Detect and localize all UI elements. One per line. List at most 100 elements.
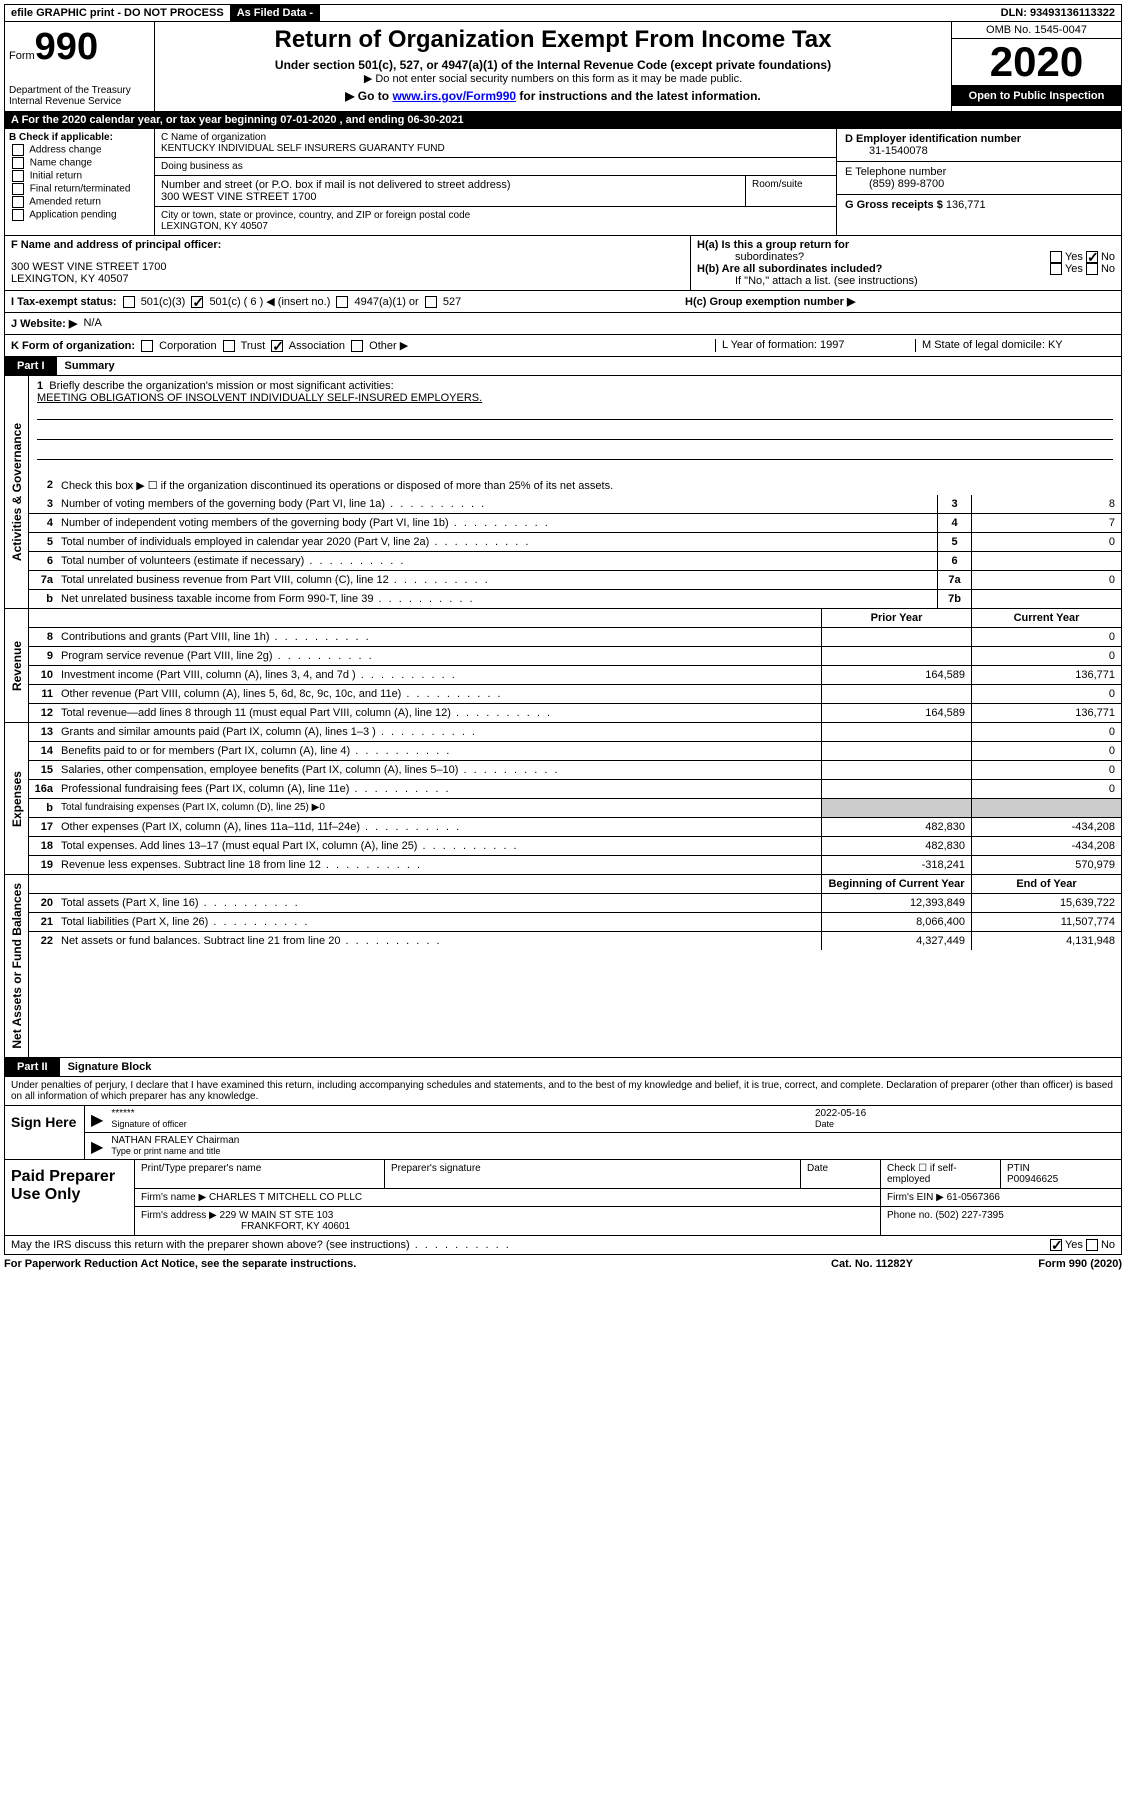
state-domicile: M State of legal domicile: KY <box>915 339 1115 352</box>
prep-date-label: Date <box>801 1160 881 1188</box>
check-initial-return[interactable]: Initial return <box>9 170 150 182</box>
room-suite-label: Room/suite <box>746 176 836 206</box>
principal-addr2: LEXINGTON, KY 40507 <box>11 273 684 285</box>
current-year-hdr: Current Year <box>971 609 1121 627</box>
city-label: City or town, state or province, country… <box>161 210 830 221</box>
summary-row: 20Total assets (Part X, line 16)12,393,8… <box>29 894 1121 913</box>
irs-link[interactable]: www.irs.gov/Form990 <box>392 89 516 103</box>
preparer-label: Paid Preparer Use Only <box>5 1160 135 1235</box>
website-label: J Website: ▶ <box>11 317 77 330</box>
efile-notice: efile GRAPHIC print - DO NOT PROCESS <box>5 5 231 21</box>
discuss-no[interactable] <box>1086 1239 1098 1251</box>
check-501c3[interactable] <box>123 296 135 308</box>
section-a-taxyear: A For the 2020 calendar year, or tax yea… <box>4 112 1122 129</box>
summary-row: 14Benefits paid to or for members (Part … <box>29 742 1121 761</box>
instructions-link-row: ▶ Go to www.irs.gov/Form990 for instruct… <box>163 89 943 103</box>
sign-here-label: Sign Here <box>5 1106 85 1159</box>
ha-label: H(a) Is this a group return for <box>697 239 849 251</box>
check-4947[interactable] <box>336 296 348 308</box>
sig-date: 2022-05-16 <box>815 1108 866 1119</box>
gross-receipts-value: 136,771 <box>946 199 986 211</box>
end-year-hdr: End of Year <box>971 875 1121 893</box>
revenue-section: Revenue Prior YearCurrent Year 8Contribu… <box>4 609 1122 723</box>
summary-row: 15Salaries, other compensation, employee… <box>29 761 1121 780</box>
summary-row: bNet unrelated business taxable income f… <box>29 590 1121 608</box>
summary-row: 5Total number of individuals employed in… <box>29 533 1121 552</box>
prep-selfemp: Check ☐ if self-employed <box>881 1160 1001 1188</box>
form-number: 990 <box>35 26 98 68</box>
hb-note: If "No," attach a list. (see instruction… <box>697 275 1115 287</box>
ha-no[interactable] <box>1086 251 1098 263</box>
hc-label: H(c) Group exemption number ▶ <box>685 296 855 308</box>
part2-header: Part II Signature Block <box>4 1058 1122 1077</box>
summary-row: 12Total revenue—add lines 8 through 11 (… <box>29 704 1121 722</box>
year-formation: L Year of formation: 1997 <box>715 339 915 352</box>
footer-notice: For Paperwork Reduction Act Notice, see … <box>4 1255 1122 1273</box>
check-trust[interactable] <box>223 340 235 352</box>
principal-addr1: 300 WEST VINE STREET 1700 <box>11 261 684 273</box>
gov-tab: Activities & Governance <box>10 415 24 569</box>
firm-addr2: FRANKFORT, KY 40601 <box>141 1221 350 1232</box>
ein-label: D Employer identification number <box>845 133 1113 145</box>
gross-receipts-label: G Gross receipts $ <box>845 199 943 211</box>
omb-number: OMB No. 1545-0047 <box>952 22 1121 39</box>
check-name-change[interactable]: Name change <box>9 157 150 169</box>
row-j: J Website: ▶ N/A <box>4 313 1122 335</box>
hb-yes[interactable] <box>1050 263 1062 275</box>
line2-desc: Check this box ▶ ☐ if the organization d… <box>57 476 1121 495</box>
perjury-statement: Under penalties of perjury, I declare th… <box>4 1077 1122 1106</box>
paperwork-notice: For Paperwork Reduction Act Notice, see … <box>4 1258 772 1270</box>
summary-row: 8Contributions and grants (Part VIII, li… <box>29 628 1121 647</box>
dln: DLN: 93493136113322 <box>320 5 1121 21</box>
row-i: I Tax-exempt status: 501(c)(3) 501(c) ( … <box>4 291 1122 313</box>
summary-row: bTotal fundraising expenses (Part IX, co… <box>29 799 1121 818</box>
form-header: Form990 Department of the Treasury Inter… <box>4 22 1122 112</box>
org-name: KENTUCKY INDIVIDUAL SELF INSURERS GUARAN… <box>161 143 830 154</box>
part1-title: Summary <box>57 357 123 375</box>
check-amended[interactable]: Amended return <box>9 196 150 208</box>
check-assoc[interactable] <box>271 340 283 352</box>
prep-name-label: Print/Type preparer's name <box>135 1160 385 1188</box>
website-value: N/A <box>83 317 101 330</box>
row-k: K Form of organization: Corporation Trus… <box>4 335 1122 357</box>
firm-ein: 61-0567366 <box>947 1192 1000 1203</box>
check-final-return[interactable]: Final return/terminated <box>9 183 150 195</box>
phone-value: (859) 899-8700 <box>845 178 1113 190</box>
section-d-e-g: D Employer identification number 31-1540… <box>836 129 1121 235</box>
firm-phone: (502) 227-7395 <box>935 1210 1003 1221</box>
addr-label: Number and street (or P.O. box if mail i… <box>161 179 739 191</box>
principal-officer-label: F Name and address of principal officer: <box>11 239 684 251</box>
prior-year-hdr: Prior Year <box>821 609 971 627</box>
check-app-pending[interactable]: Application pending <box>9 209 150 221</box>
check-address-change[interactable]: Address change <box>9 144 150 156</box>
hb-no[interactable] <box>1086 263 1098 275</box>
activities-governance-section: Activities & Governance 1 Briefly descri… <box>4 376 1122 609</box>
tax-status-label: I Tax-exempt status: <box>11 296 117 308</box>
summary-row: 21Total liabilities (Part X, line 26)8,0… <box>29 913 1121 932</box>
summary-row: 19Revenue less expenses. Subtract line 1… <box>29 856 1121 874</box>
dept-treasury: Department of the Treasury Internal Reve… <box>9 85 150 107</box>
form-title: Return of Organization Exempt From Incom… <box>163 26 943 54</box>
section-h: H(a) Is this a group return for subordin… <box>691 236 1121 290</box>
mission-text: MEETING OBLIGATIONS OF INSOLVENT INDIVID… <box>37 392 1113 404</box>
summary-row: 13Grants and similar amounts paid (Part … <box>29 723 1121 742</box>
check-other[interactable] <box>351 340 363 352</box>
check-501c[interactable] <box>191 296 203 308</box>
check-corp[interactable] <box>141 340 153 352</box>
preparer-block: Paid Preparer Use Only Print/Type prepar… <box>4 1160 1122 1236</box>
ha-yes[interactable] <box>1050 251 1062 263</box>
check-527[interactable] <box>425 296 437 308</box>
net-assets-section: Net Assets or Fund Balances Beginning of… <box>4 875 1122 1058</box>
summary-row: 17Other expenses (Part IX, column (A), l… <box>29 818 1121 837</box>
part2-label: Part II <box>5 1058 60 1076</box>
form-ref: Form 990 (2020) <box>972 1258 1122 1270</box>
part1-header: Part I Summary <box>4 357 1122 376</box>
summary-row: 22Net assets or fund balances. Subtract … <box>29 932 1121 950</box>
org-name-label: C Name of organization <box>161 132 830 143</box>
phone-label: E Telephone number <box>845 166 1113 178</box>
section-f: F Name and address of principal officer:… <box>5 236 691 290</box>
discuss-yes[interactable] <box>1050 1239 1062 1251</box>
cat-no: Cat. No. 11282Y <box>772 1258 972 1270</box>
as-filed-label: As Filed Data - <box>231 5 320 21</box>
rev-tab: Revenue <box>10 633 24 699</box>
